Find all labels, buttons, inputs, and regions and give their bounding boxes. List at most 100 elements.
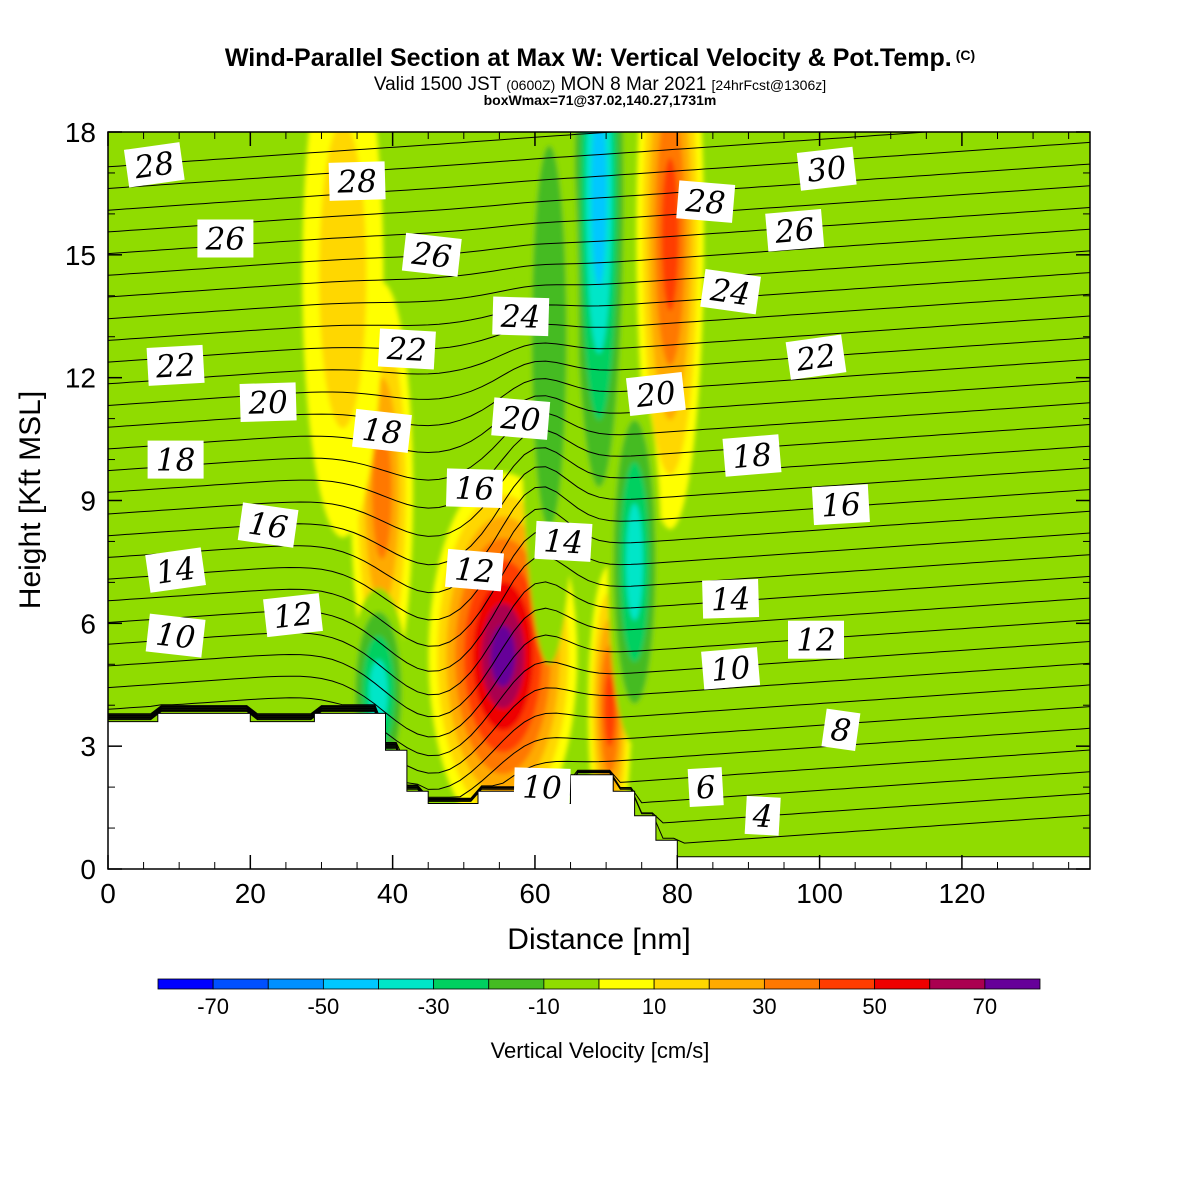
- colorbar-swatch: [543, 978, 600, 990]
- theta-label-box: [701, 647, 761, 690]
- colorbar-swatch: [378, 978, 435, 990]
- contour-labels: 28 28 28 30 26 26 26 24 24 22 22 22 20 20 20 18 18 18 16 16…: [123, 142, 870, 836]
- isentrope-line: [108, 141, 1090, 211]
- y-tick-label: 6: [80, 608, 96, 639]
- theta-label: 24: [700, 268, 761, 315]
- theta-label-box: [765, 209, 825, 252]
- y-tick-label: 12: [65, 363, 96, 394]
- theta-label-text: 18: [156, 443, 195, 479]
- y-tick-label: 3: [80, 731, 96, 762]
- box-wmax-info: boxWmax=71@37.02,140.27,1731m: [483, 92, 717, 108]
- theta-label-box: [821, 708, 861, 751]
- theta-label-text: 28: [336, 164, 377, 201]
- isentrope-line: [108, 185, 1090, 255]
- theta-label: 14: [702, 579, 760, 619]
- theta-label-box: [377, 328, 436, 370]
- theta-label-box: [744, 795, 781, 836]
- chart-title: Wind-Parallel Section at Max W: Vertical…: [0, 44, 1200, 73]
- isentrope-line: [108, 228, 1090, 298]
- x-tick-label: 100: [796, 878, 843, 909]
- theta-label-text: 16: [246, 506, 290, 547]
- theta-label-text: 28: [683, 183, 726, 222]
- colorbar-swatch: [598, 978, 655, 990]
- subtitle-valid: Valid 1500 JST: [373, 74, 507, 95]
- isentrope-line: [108, 445, 1090, 537]
- colorbar-tick-label: -50: [307, 994, 339, 1019]
- theta-label: 30: [796, 146, 857, 191]
- y-tick-label: 9: [80, 486, 96, 517]
- isentrope-line: [108, 250, 1090, 320]
- velocity-feature: [302, 132, 384, 538]
- theta-label-box: [625, 371, 686, 417]
- theta-label-text: 4: [751, 798, 774, 835]
- plot-area: 28 28 28 30 26 26 26 24 24 22 22 22 20 20 20 18 18 18 16 16…: [107, 131, 1091, 870]
- isentrope-line: [108, 486, 1090, 594]
- theta-label-box: [445, 468, 504, 508]
- theta-label-box: [237, 502, 299, 548]
- x-axis-label: Distance [nm]: [507, 923, 690, 956]
- theta-label: 20: [625, 371, 686, 417]
- y-axis: 0 3 6 9 12 15 18: [65, 117, 1090, 885]
- isentrope-line: [108, 380, 1090, 454]
- theta-label-text: 22: [793, 338, 838, 379]
- x-tick-label: 80: [662, 878, 693, 909]
- theta-label: 4: [744, 795, 781, 836]
- y-axis-label: Height [Kft MSL]: [14, 391, 47, 609]
- colorbar: -70 -50 -30 -10 10 30 50 70: [157, 978, 1041, 1019]
- theta-label-text: 28: [131, 145, 176, 186]
- y-tick-label: 0: [80, 854, 96, 885]
- y-tick-label: 15: [65, 240, 96, 271]
- isentrope-line: [108, 531, 1090, 647]
- theta-label: 20: [491, 397, 551, 440]
- theta-label-text: 20: [247, 385, 288, 422]
- isentrope-line: [108, 662, 1090, 774]
- theta-label: 26: [197, 219, 254, 258]
- colorbar-tick-label: -10: [528, 994, 560, 1019]
- theta-label: 24: [492, 296, 550, 337]
- isentrope-line: [108, 315, 1090, 385]
- colorbar-swatch: [212, 978, 269, 990]
- velocity-contour-band: [661, 157, 679, 311]
- title-text: Wind-Parallel Section at Max W: Vertical…: [224, 44, 952, 72]
- x-tick-label: 40: [377, 878, 408, 909]
- isentrope-line: [108, 706, 1090, 798]
- theta-label: 16: [445, 468, 504, 508]
- theta-label: 28: [328, 161, 386, 201]
- theta-label-text: 14: [710, 581, 750, 618]
- colorbar-tick-label: 10: [642, 994, 666, 1019]
- theta-label-text: 22: [154, 347, 196, 385]
- subtitle-forecast: [24hrFcst@1306z]: [711, 77, 827, 93]
- theta-label-box: [263, 593, 323, 638]
- theta-label-box: [123, 142, 185, 188]
- theta-label-text: 12: [453, 552, 495, 591]
- theta-label-box: [722, 434, 782, 477]
- theta-label-text: 22: [385, 331, 427, 369]
- isentrope-line: [108, 709, 1090, 804]
- theta-label: 6: [687, 767, 724, 808]
- theta-label-box: [785, 334, 847, 380]
- theta-label: 10: [513, 767, 571, 807]
- colorbar-title: Vertical Velocity [cm/s]: [491, 1038, 710, 1063]
- subtitle-utc: (0600Z): [506, 77, 556, 93]
- theta-label: 22: [146, 344, 205, 386]
- velocity-contour-band: [531, 145, 567, 528]
- isentrope-line: [108, 293, 1090, 363]
- colorbar-tick-label: 70: [973, 994, 997, 1019]
- theta-label-box: [491, 397, 551, 440]
- velocity-contour-band: [372, 425, 392, 560]
- theta-label: 26: [765, 209, 825, 252]
- velocity-contour-band: [319, 132, 367, 429]
- theta-label: 14: [145, 547, 206, 593]
- theta-label-box: [401, 232, 462, 277]
- theta-label-box: [513, 767, 571, 807]
- colorbar-swatch: [433, 978, 490, 990]
- theta-label-box: [811, 484, 870, 526]
- theta-label: 10: [145, 613, 206, 658]
- colorbar-swatch: [874, 978, 931, 990]
- theta-label-box: [796, 146, 857, 191]
- theta-label-box: [492, 296, 550, 337]
- copyright-mark: (C): [955, 47, 976, 63]
- theta-label: 28: [123, 142, 185, 188]
- theta-label-box: [352, 408, 412, 453]
